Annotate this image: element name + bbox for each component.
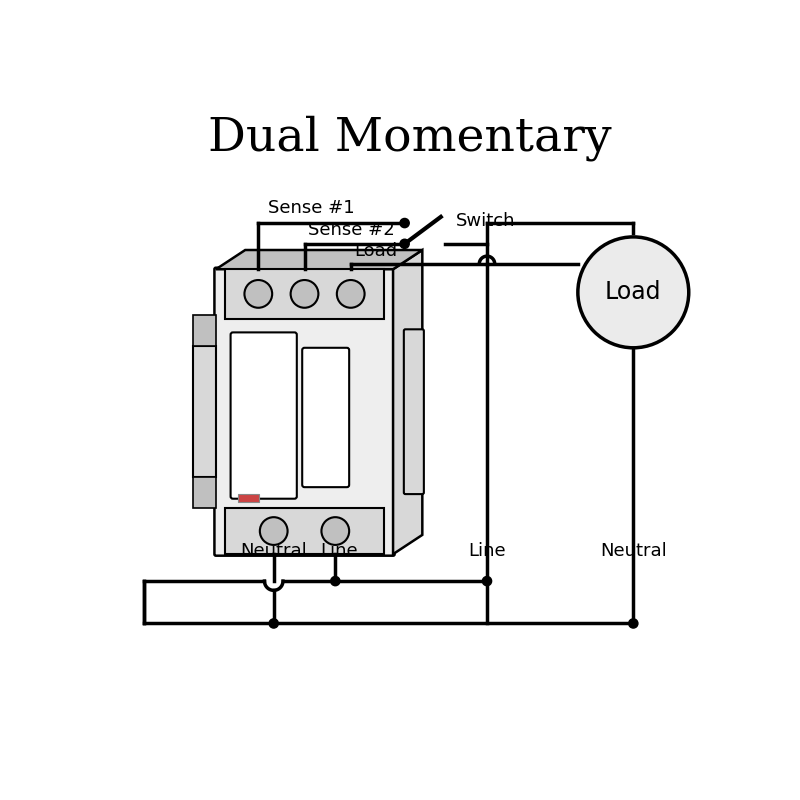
Bar bbox=[193, 346, 216, 477]
Circle shape bbox=[629, 619, 638, 628]
Bar bbox=[193, 477, 216, 508]
Circle shape bbox=[322, 517, 349, 545]
Bar bbox=[193, 315, 216, 346]
Text: Line: Line bbox=[320, 542, 358, 559]
Text: Neutral: Neutral bbox=[600, 542, 666, 559]
FancyBboxPatch shape bbox=[230, 332, 297, 498]
FancyBboxPatch shape bbox=[302, 348, 349, 487]
Circle shape bbox=[330, 577, 340, 586]
Circle shape bbox=[482, 577, 492, 586]
Bar bbox=[226, 270, 384, 319]
Text: Line: Line bbox=[468, 542, 506, 559]
Text: Switch: Switch bbox=[456, 212, 516, 230]
Bar bbox=[238, 494, 259, 502]
Circle shape bbox=[269, 619, 278, 628]
Text: Load: Load bbox=[605, 280, 662, 304]
Circle shape bbox=[578, 237, 689, 348]
Text: Neutral: Neutral bbox=[240, 542, 307, 559]
Circle shape bbox=[400, 218, 410, 228]
Text: Dual Momentary: Dual Momentary bbox=[208, 115, 612, 162]
Circle shape bbox=[400, 239, 410, 249]
FancyBboxPatch shape bbox=[214, 268, 394, 556]
Circle shape bbox=[337, 280, 365, 308]
Circle shape bbox=[245, 280, 272, 308]
Text: Sense #1: Sense #1 bbox=[267, 199, 354, 217]
Bar bbox=[226, 508, 384, 554]
Circle shape bbox=[290, 280, 318, 308]
Text: Load: Load bbox=[354, 242, 398, 260]
Polygon shape bbox=[216, 250, 422, 270]
Polygon shape bbox=[393, 250, 422, 554]
FancyBboxPatch shape bbox=[404, 330, 424, 494]
Text: Sense #2: Sense #2 bbox=[308, 222, 395, 239]
Circle shape bbox=[260, 517, 287, 545]
